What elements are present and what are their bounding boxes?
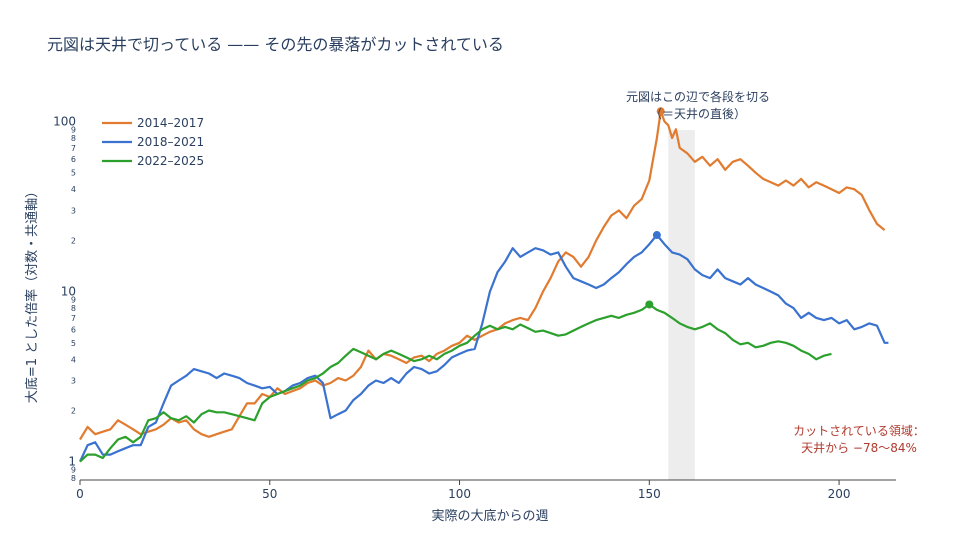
y-tick-label-minor: 9	[71, 295, 76, 304]
series-layer	[79, 110, 889, 463]
shaded-band-layer	[668, 130, 695, 480]
y-tick-label-major: 1	[68, 455, 76, 469]
y-tick-label-minor: 5	[71, 169, 76, 178]
y-tick-label-minor: 7	[71, 314, 76, 323]
shaded-band	[668, 130, 695, 480]
annotation-cut-region-line1: カットされている領域：	[793, 423, 925, 438]
y-tick-label-minor: 3	[71, 206, 76, 215]
series-line-3	[79, 303, 832, 463]
y-tick-label-minor: 8	[71, 304, 76, 313]
y-tick-label-minor: 5	[71, 339, 76, 348]
chart-title: 元図は天井で切っている —— その先の暴落がカットされている	[47, 35, 504, 54]
y-tick-label-minor: 7	[71, 144, 76, 153]
peak-marker-3	[645, 300, 654, 309]
y-tick-label-minor: 9	[71, 465, 76, 474]
y-tick-label-minor: 2	[71, 406, 76, 415]
y-tick-label-minor: 4	[71, 355, 76, 364]
peak-marker-2	[652, 231, 661, 240]
y-tick-label-minor: 8	[71, 134, 76, 143]
x-tick-label: 100	[448, 487, 471, 501]
y-tick-label-minor: 4	[71, 185, 76, 194]
legend-label-2: 2018–2021	[137, 135, 204, 149]
legend-label-1: 2014–2017	[137, 116, 204, 130]
y-tick-label-minor: 3	[71, 377, 76, 386]
y-axis-title: 大底=1 とした倍率（対数・共通軸）	[24, 185, 40, 403]
x-tick-label: 50	[262, 487, 277, 501]
x-tick-label: 150	[638, 487, 661, 501]
y-tick-label-minor: 8	[71, 474, 76, 483]
legend-label-3: 2022–2025	[137, 154, 204, 168]
x-axis-title: 実際の大底からの週	[431, 508, 548, 524]
annotation-cut-point-line2: （＝天井の直後）	[650, 107, 746, 121]
annotation-cut-point-line1: 元図はこの辺で各段を切る	[626, 89, 770, 104]
peak-markers-layer	[645, 107, 665, 309]
y-tick-label-major: 100	[53, 115, 76, 129]
y-tick-label-minor: 6	[71, 325, 76, 334]
y-tick-label-minor: 6	[71, 155, 76, 164]
annotation-cut-region-line2: 天井から −78〜84%	[801, 441, 917, 455]
y-tick-label-minor: 9	[71, 125, 76, 134]
x-tick-label: 0	[76, 487, 84, 501]
y-tick-label-major: 10	[61, 285, 76, 299]
legend: 2014–2017 2018–2021 2022–2025	[102, 116, 204, 168]
y-tick-label-minor: 2	[71, 236, 76, 245]
peak-marker-1	[656, 107, 665, 116]
x-tick-label: 200	[828, 487, 851, 501]
series-line-2	[79, 233, 889, 463]
